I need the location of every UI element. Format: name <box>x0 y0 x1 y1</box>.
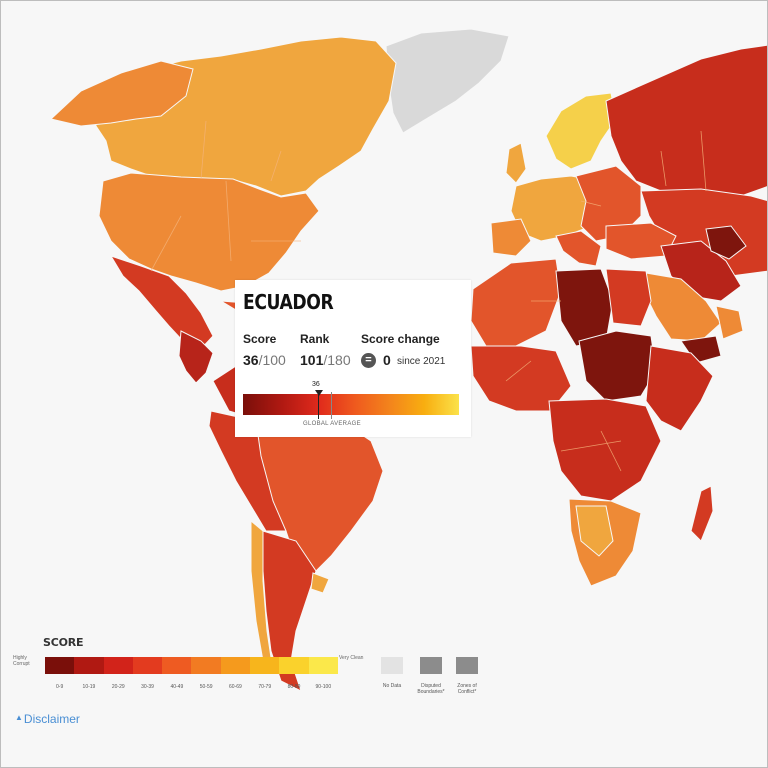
score-marker-line <box>318 390 319 419</box>
russia[interactable] <box>605 44 768 197</box>
zones-of-conflict-swatch <box>456 657 478 674</box>
legend-low-label: Highly Corrupt <box>13 655 30 667</box>
global-average-line <box>331 392 332 419</box>
uk[interactable] <box>505 142 527 184</box>
info-icon: ▲ <box>15 713 23 722</box>
legend-tick-label: 90-100 <box>315 684 332 690</box>
score-change-since: since 2021 <box>397 356 446 367</box>
legend-tick-label: 30-39 <box>141 684 154 690</box>
score-change-value: 0 <box>383 352 391 368</box>
legend-tick-label: 50-59 <box>199 684 213 690</box>
score-value: 36/100 <box>243 352 286 368</box>
uruguay[interactable] <box>310 572 330 594</box>
disclaimer-label: Disclaimer <box>23 712 80 726</box>
peru-bolivia[interactable] <box>208 410 287 532</box>
legend-tick-label: 40-49 <box>170 684 184 690</box>
score-gradient-bar <box>243 394 459 415</box>
legend-cell[interactable] <box>220 657 251 674</box>
score-marker-value: 36 <box>312 381 320 388</box>
score-legend: SCORE Highly Corrupt Very Clean 0-9 10-19… <box>13 633 483 699</box>
country-name: ECUADOR <box>243 290 334 314</box>
sudan[interactable] <box>578 330 657 402</box>
disputed-boundaries-label: Disputed Boundaries* <box>417 683 445 695</box>
central-africa[interactable] <box>548 398 662 502</box>
afghanistan[interactable] <box>705 225 747 260</box>
legend-cell[interactable] <box>132 657 163 674</box>
legend-cell[interactable] <box>250 657 280 674</box>
legend-tick-label: 10-19 <box>82 684 96 690</box>
egypt[interactable] <box>605 268 652 327</box>
disputed-boundaries-swatch <box>420 657 442 674</box>
italy-balkans[interactable] <box>555 230 602 267</box>
madagascar[interactable] <box>690 485 714 542</box>
central-america[interactable] <box>178 330 214 384</box>
argentina[interactable] <box>262 530 317 692</box>
legend-cell[interactable] <box>279 657 309 674</box>
legend-cell[interactable] <box>191 657 221 674</box>
disclaimer-link[interactable]: ▲Disclaimer <box>15 712 80 726</box>
score-marker-icon <box>315 390 323 396</box>
legend-tick-label: 70-79 <box>258 684 272 690</box>
global-average-label: GLOBAL AVERAGE <box>303 421 361 427</box>
no-data-swatch <box>381 657 403 674</box>
legend-tick-label: 0-9 <box>56 684 64 690</box>
rank-label: Rank <box>300 332 330 346</box>
iberia[interactable] <box>490 218 532 257</box>
score-change-label: Score change <box>361 332 440 346</box>
legend-cell[interactable] <box>103 657 133 674</box>
oman[interactable] <box>715 305 744 340</box>
legend-cell[interactable] <box>45 657 75 674</box>
no-data-label: No Data <box>382 683 402 689</box>
north-africa-west[interactable] <box>470 258 562 347</box>
legend-cell[interactable] <box>308 657 338 674</box>
namibia-botswana[interactable] <box>575 505 614 557</box>
ethiopia-somalia[interactable] <box>645 345 714 432</box>
greenland[interactable] <box>385 28 510 134</box>
legend-high-label: Very Clean <box>339 655 364 661</box>
scandinavia[interactable] <box>545 92 617 170</box>
legend-cell[interactable] <box>74 657 104 674</box>
legend-tick-label: 20-29 <box>111 684 125 690</box>
legend-tick-label: 60-69 <box>229 684 242 690</box>
legend-tick-label: 80-89 <box>287 684 301 690</box>
country-tooltip: ECUADOR Score Rank Score change 36/100 1… <box>235 280 471 437</box>
equal-icon: = <box>361 353 376 368</box>
alaska[interactable] <box>49 60 194 127</box>
usa[interactable] <box>98 172 320 292</box>
score-label: Score <box>243 332 277 346</box>
legend-title: SCORE <box>43 636 84 649</box>
zones-of-conflict-label: Zones of Conflict* <box>457 683 477 695</box>
rank-value: 101/180 <box>300 352 351 368</box>
legend-cell[interactable] <box>162 657 192 674</box>
legend-color-scale <box>45 657 338 674</box>
legend-tick-labels: 0-9 10-19 20-29 30-39 40-49 50-59 60-69 70-79 80… <box>45 684 338 690</box>
